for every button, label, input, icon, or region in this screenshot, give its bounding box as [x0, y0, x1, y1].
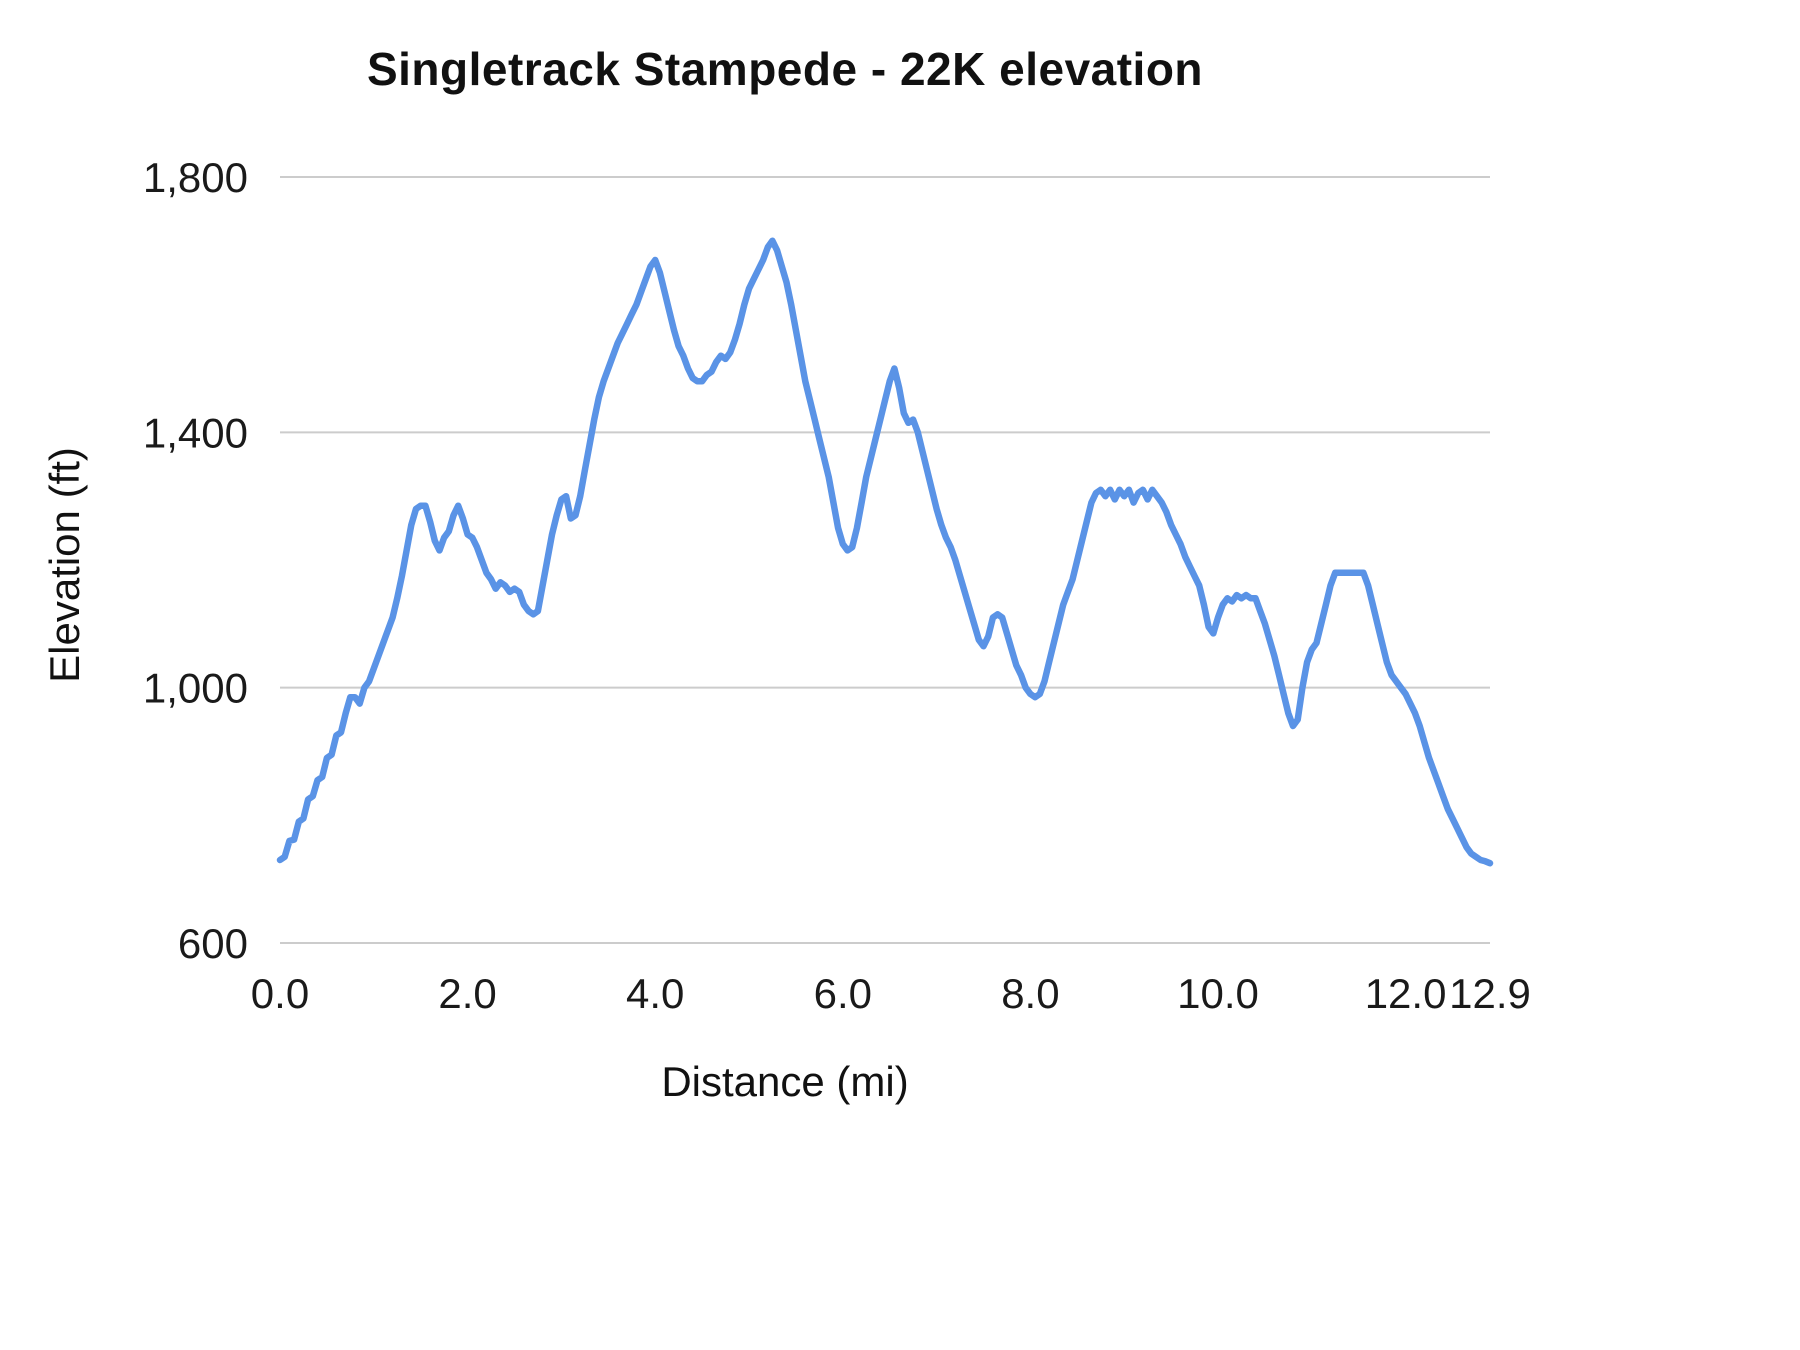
y-tick-label: 1,400	[143, 409, 248, 456]
x-tick-label: 12.0	[1365, 970, 1447, 1017]
x-tick-label: 8.0	[1001, 970, 1059, 1017]
elevation-line	[276, 237, 1494, 867]
x-tick-label: 0.0	[251, 970, 309, 1017]
x-tick-label: 2.0	[438, 970, 496, 1017]
x-axis-title: Distance (mi)	[661, 1058, 909, 1105]
x-tick-label: 12.9	[1449, 970, 1531, 1017]
x-tick-label: 6.0	[814, 970, 872, 1017]
x-tick-label: 10.0	[1177, 970, 1259, 1017]
y-tick-label: 1,000	[143, 665, 248, 712]
y-tick-label: 600	[178, 920, 248, 967]
x-tick-label: 4.0	[626, 970, 684, 1017]
y-tick-label: 1,800	[143, 154, 248, 201]
chart-title: Singletrack Stampede - 22K elevation	[366, 43, 1204, 95]
